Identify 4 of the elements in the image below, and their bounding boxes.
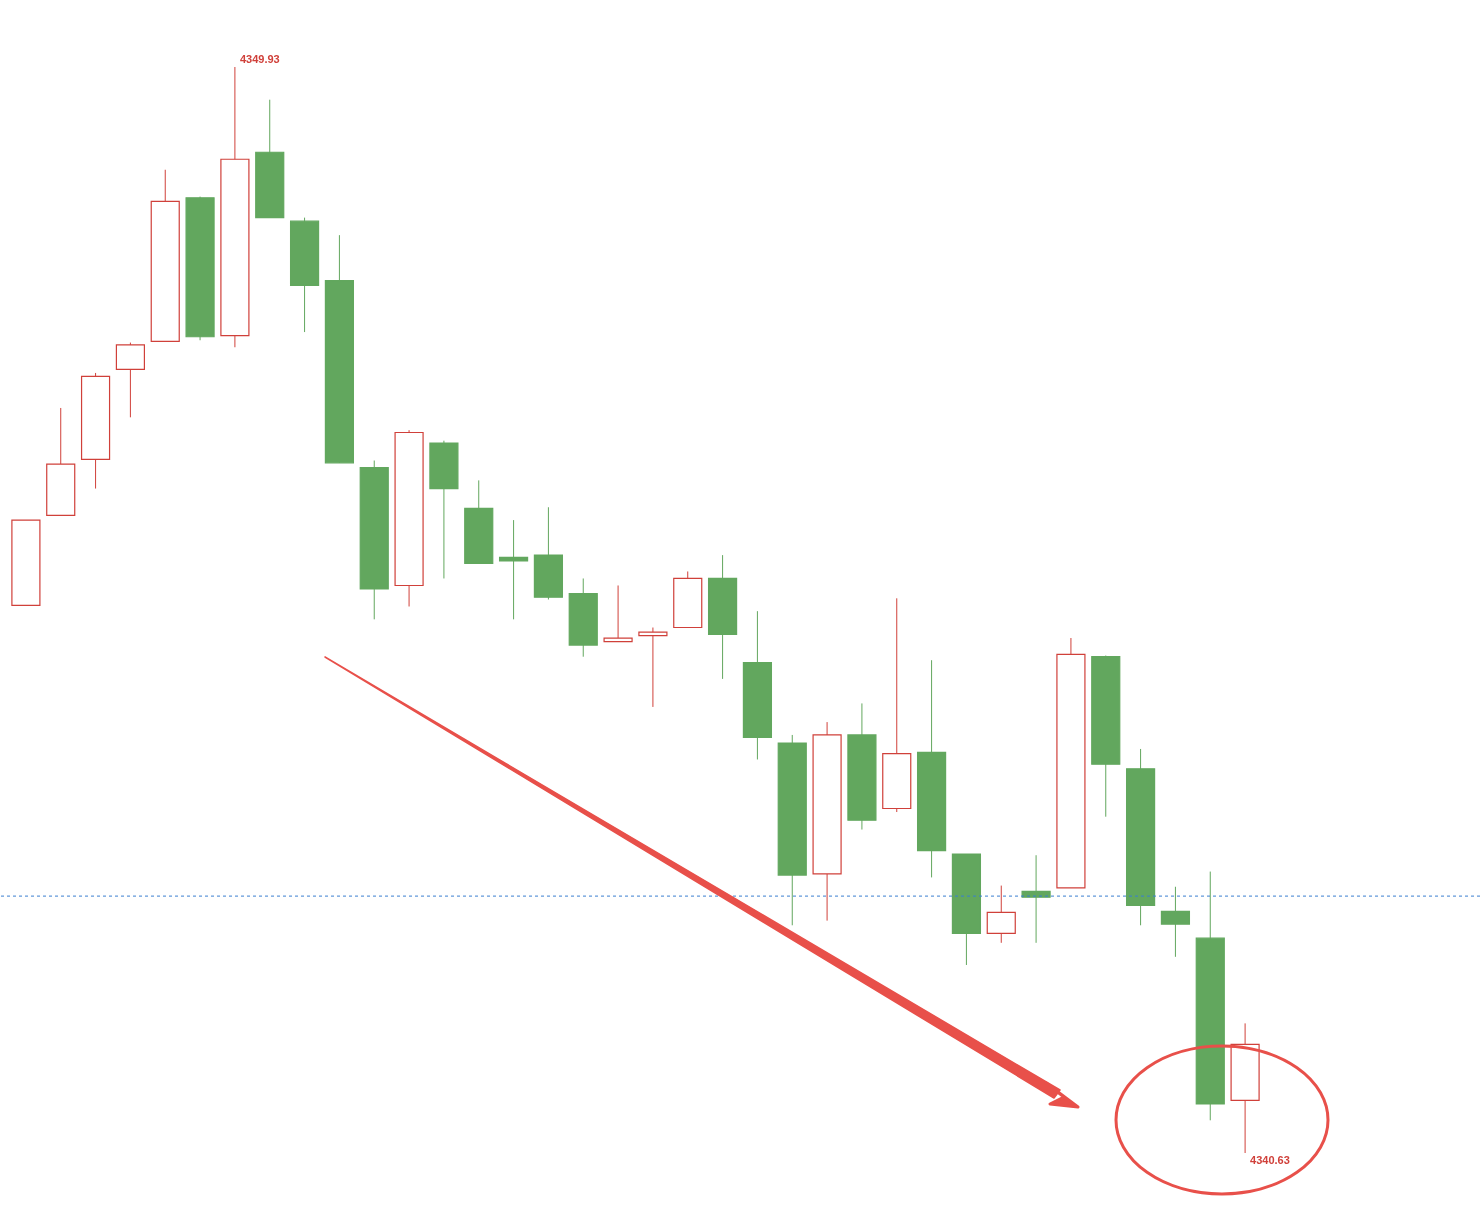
candlestick [603,584,633,643]
text: 4340.63 [1250,1154,1290,1166]
text: 4349.93 [239,53,280,65]
candlestick [498,519,529,620]
